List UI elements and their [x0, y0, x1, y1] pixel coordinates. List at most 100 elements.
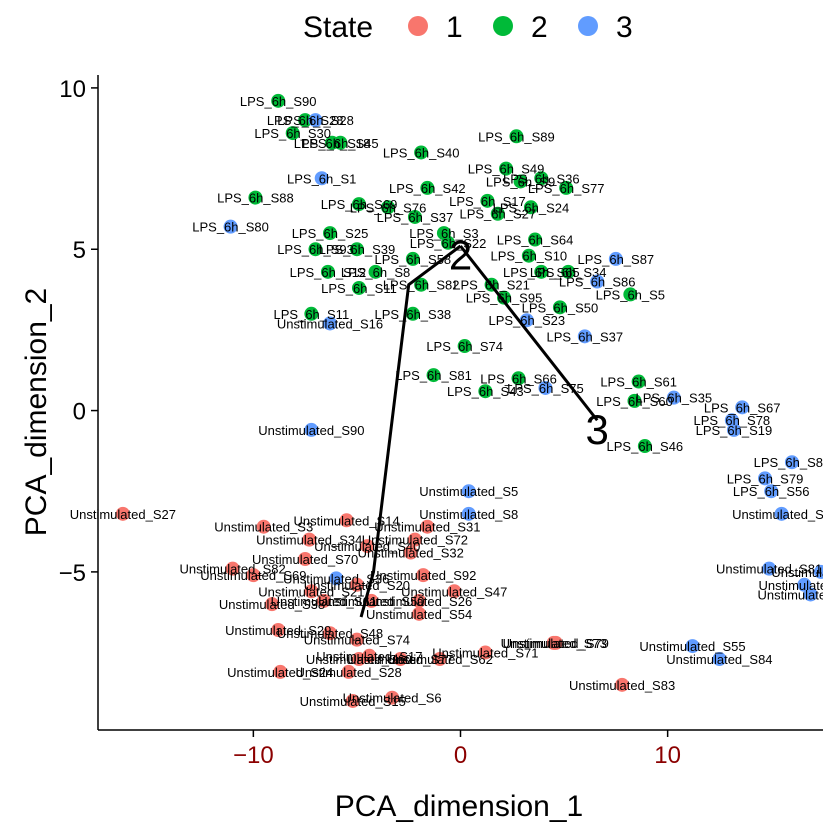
data-point	[608, 251, 623, 266]
point-label: LPS_6h_S12	[290, 265, 367, 280]
point-label: Unstimulated_S47	[401, 584, 507, 599]
point-label: LPS_6h_S34	[530, 265, 607, 280]
point-label: LPS_6h_S56	[733, 484, 810, 499]
point-label: LPS_6h_S89	[478, 129, 555, 144]
data-point	[349, 242, 364, 257]
point-label: LPS_6h_S60	[596, 394, 673, 409]
data-point	[623, 287, 638, 302]
point-label: Unstimulated_S79	[503, 636, 609, 651]
point-label: Unstimulated_S17	[316, 649, 422, 664]
branch-label: 3	[586, 406, 609, 453]
data-point	[298, 551, 313, 566]
data-point	[393, 652, 408, 667]
data-point	[420, 519, 435, 534]
data-point	[774, 506, 789, 521]
data-point	[339, 513, 354, 528]
data-point	[368, 264, 383, 279]
point-label: LPS_6h_S42	[389, 181, 466, 196]
data-point	[461, 506, 476, 521]
point-label: LPS_6h_S81	[395, 368, 472, 383]
data-point	[511, 371, 526, 386]
y-tick-label: 0	[73, 399, 86, 426]
data-point	[314, 171, 329, 186]
data-point	[329, 571, 344, 586]
data-point	[304, 306, 319, 321]
data-point	[405, 306, 420, 321]
data-point	[523, 200, 538, 215]
legend-swatch-1	[408, 16, 428, 36]
point-label: Unstimulated_S90	[258, 423, 364, 438]
y-axis-title: PCA_dimension_2	[20, 288, 53, 536]
point-label: Unstimulated_S3	[214, 520, 313, 535]
data-point	[271, 93, 286, 108]
point-label: LPS_6h_S45	[302, 136, 379, 151]
point-label: Unstimulated_S8	[419, 507, 518, 522]
data-point	[457, 339, 472, 354]
point-label: LPS_6h_S49	[468, 162, 545, 177]
axes: −10 0 10 −5 0 5 10	[59, 75, 823, 769]
point-label: LPS_6h_S46	[607, 439, 684, 454]
point-label: LPS_6h_S79	[727, 471, 804, 486]
point-label: LPS_6h_S1	[287, 171, 356, 186]
point-label: LPS_6h_S50	[522, 300, 599, 315]
data-point	[590, 274, 605, 289]
x-tick-label: −10	[233, 742, 274, 769]
point-label: LPS_6h_S24	[493, 200, 570, 215]
data-point	[561, 264, 576, 279]
point-label: Unstimulated_S7	[732, 507, 823, 522]
point-label: LPS_6h_S27	[459, 207, 536, 222]
point-label: Unstimulated_S72	[362, 533, 468, 548]
data-point	[407, 532, 422, 547]
data-point	[273, 664, 288, 679]
point-label: Unstimulated_S82	[180, 562, 286, 577]
x-axis-title: PCA_dimension_1	[335, 790, 583, 823]
point-label: Unstimulated_S24	[227, 665, 333, 680]
data-point	[559, 180, 574, 195]
point-label: Unstimulated_S50	[318, 594, 424, 609]
data-point	[223, 219, 238, 234]
x-tick-label: 0	[454, 742, 467, 769]
data-point	[308, 242, 323, 257]
legend-label-3: 3	[616, 11, 633, 44]
point-label: LPS_6h_S8	[341, 265, 410, 280]
data-point	[426, 368, 441, 383]
point-label: Unstimulated_S38	[219, 597, 325, 612]
data-point	[784, 455, 799, 470]
point-label: Unstimulated_S27	[70, 507, 176, 522]
point-label: LPS_6h_S83	[754, 455, 823, 470]
point-label: LPS_6h_S40	[383, 145, 460, 160]
data-point	[637, 439, 652, 454]
point-label: Unstimulated_S29	[225, 623, 331, 638]
point-label: LPS_6h_S82	[383, 278, 460, 293]
y-tick-label: −5	[59, 560, 86, 587]
data-point	[407, 209, 422, 224]
data-point	[265, 597, 279, 612]
data-point	[381, 200, 395, 215]
point-label: LPS_6h_S39	[319, 242, 396, 257]
data-point	[803, 587, 818, 602]
data-point	[666, 390, 681, 405]
point-label: Unstimulated_S32	[358, 546, 464, 561]
point-label: LPS_6h_S18	[294, 136, 371, 151]
data-point	[478, 384, 493, 399]
point-label: Unstimulated_S15	[300, 694, 406, 709]
data-point	[762, 561, 777, 576]
data-point	[420, 180, 435, 195]
data-point	[615, 677, 630, 692]
point-label: LPS_6h_S28	[267, 113, 344, 128]
point-label: Unstimulated_S9	[771, 565, 823, 580]
data-point	[352, 197, 366, 212]
point-label: LPS_6h_S37	[377, 210, 454, 225]
point-label: Unstimulated_S21	[258, 584, 364, 599]
data-point	[248, 190, 263, 205]
data-point	[333, 135, 348, 150]
point-label: Unstimulated_S55	[639, 639, 745, 654]
data-point	[685, 639, 700, 654]
data-point	[534, 264, 549, 279]
point-label: Unstimulated_S81	[716, 562, 822, 577]
point-label: Unstimulated_S16	[277, 316, 383, 331]
data-point	[405, 251, 420, 266]
data-point	[304, 422, 319, 437]
data-point	[627, 393, 642, 408]
data-point	[271, 622, 286, 637]
